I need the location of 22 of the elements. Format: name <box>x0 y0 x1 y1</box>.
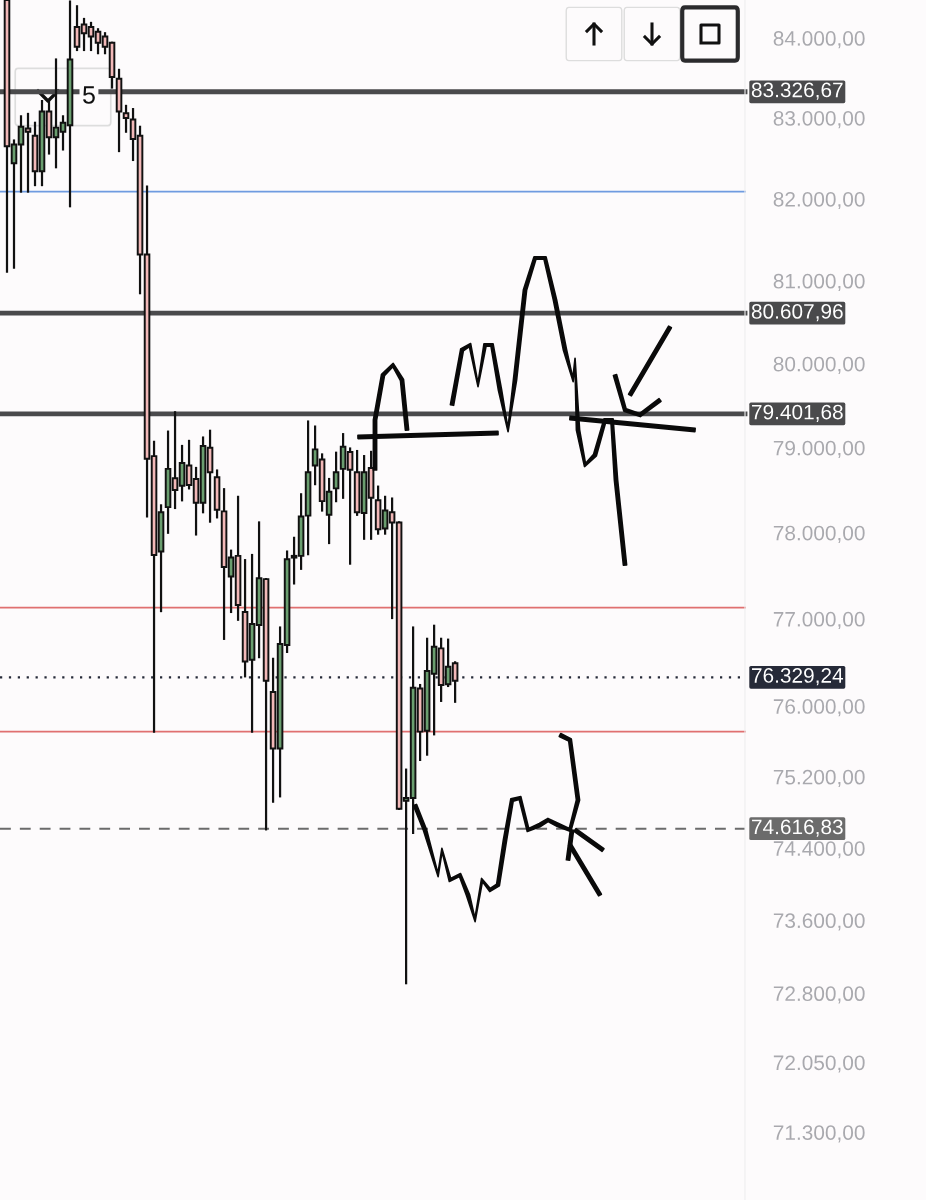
y-tick-label: 77.000,00 <box>773 611 865 630</box>
y-tick-label: 81.000,00 <box>773 273 865 292</box>
ref-line-label: 76.329,24 <box>752 668 844 686</box>
y-tick-label: 72.800,00 <box>773 986 865 1004</box>
y-tick-label: 72.050,00 <box>773 1055 865 1073</box>
ref-line-label: 79.401,68 <box>752 404 843 422</box>
y-tick-label: 73.600,00 <box>773 913 865 931</box>
y-tick-label: 83.000,00 <box>773 110 865 129</box>
candlestick <box>332 451 340 503</box>
y-tick-label: 82.000,00 <box>773 191 865 210</box>
y-tick-label: 71.300,00 <box>773 1125 865 1143</box>
y-tick-label: 75.200,00 <box>773 769 865 787</box>
y-tick-label: 78.000,00 <box>773 525 865 543</box>
ref-line-label: 74.616,83 <box>752 819 843 837</box>
y-tick-label: 84.000,00 <box>773 31 865 49</box>
annotation: 5 <box>83 86 95 104</box>
y-tick-label: 80.000,00 <box>773 356 865 374</box>
y-tick-label: 74.400,00 <box>773 841 865 859</box>
ref-line-label: 83.326,67 <box>751 82 843 100</box>
ref-line-label: 80.607,96 <box>751 304 843 322</box>
y-tick-label: 79.000,00 <box>773 440 865 458</box>
y-tick-label: 76.000,00 <box>773 699 865 717</box>
